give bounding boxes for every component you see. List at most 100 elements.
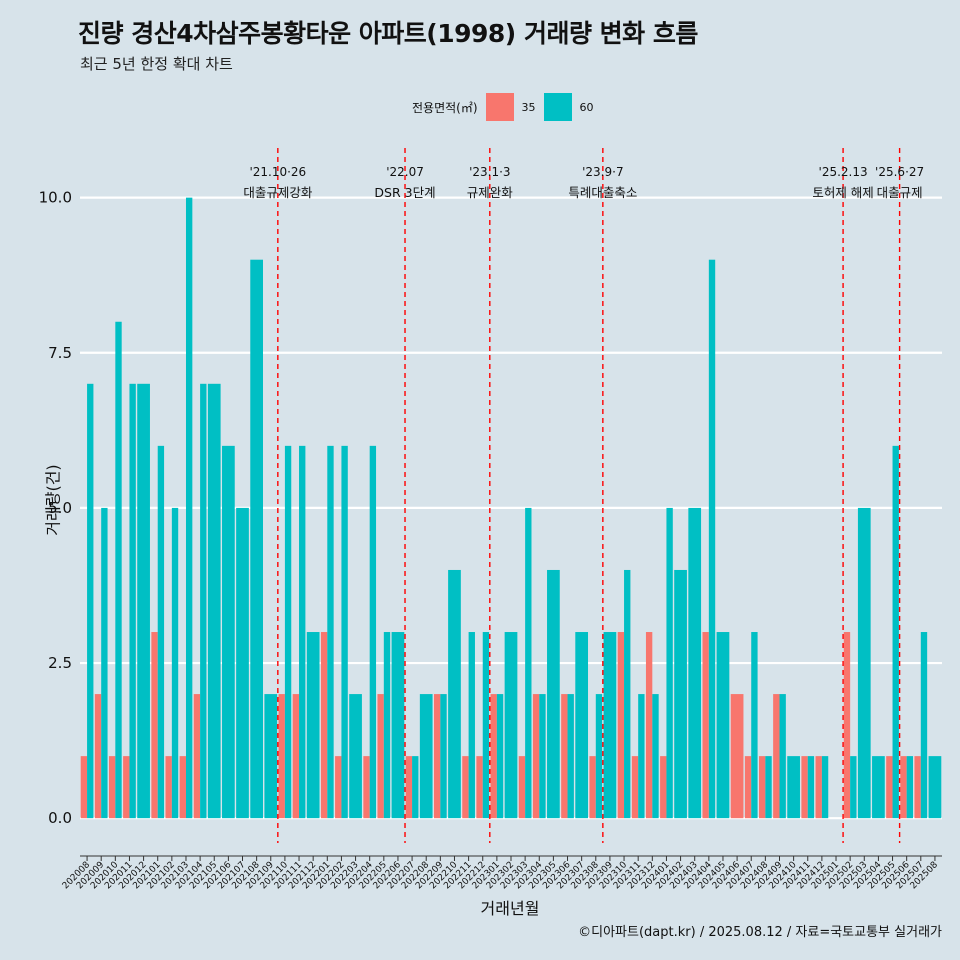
chart-title: 진량 경산4차삼주봉황타운 아파트(1998) 거래량 변화 흐름 [78,19,698,48]
bar-60-202505 [892,445,899,819]
bar-60-202404 [708,259,716,819]
bar-60-202103 [185,197,193,819]
event-label: DSR 3단계 [374,185,435,200]
event-label: 규제완화 [467,185,514,200]
bar-60-202403 [688,507,702,819]
bar-60-202208 [419,694,433,819]
bar-35-202207 [405,756,413,819]
bar-35-202111 [292,694,300,819]
bar-35-202209 [433,694,441,819]
event-label: 특례대출축소 [568,185,637,200]
bar-35-202306 [561,694,568,819]
bar-60-202307 [575,632,589,819]
bar-60-202104 [200,383,207,819]
bar-35-202406 [730,694,744,819]
event-date: '25.6·27 [875,165,924,179]
bar-35-202304 [532,694,540,819]
bar-35-202507 [914,756,921,819]
bar-60-202310 [624,569,631,819]
bar-60-202110 [284,445,292,819]
bar-60-202009 [101,507,108,819]
bar-35-202411 [801,756,808,819]
bar-35-202009 [94,694,102,819]
bar-60-202106 [222,445,235,819]
bar-60-202212 [482,632,490,819]
bar-60-202305 [547,569,560,819]
bar-35-202310 [617,632,625,819]
bar-60-202302 [504,632,518,819]
event-date: '21.10·26 [249,165,306,179]
bar-35-202407 [744,756,752,819]
bar-35-202202 [335,756,342,819]
bar-60-202312 [652,694,659,819]
y-tick-label: 7.5 [48,344,72,362]
event-date: '22.07 [386,165,424,179]
bar-60-202410 [787,756,800,819]
bar-60-202303 [525,507,532,819]
bar-60-202408 [765,756,772,819]
bar-35-202404 [702,632,709,819]
bar-35-202409 [773,694,780,819]
bar-35-202104 [193,694,201,819]
event-date: '23.1·3 [469,165,510,179]
legend-label-60: 60 [579,100,594,114]
bar-60-202109 [264,694,278,819]
bar-60-202407 [751,632,758,819]
bar-60-202401 [666,507,673,819]
bar-60-202502 [850,756,857,819]
bar-35-202008 [80,756,88,819]
bar-60-202209 [440,694,447,819]
bar-60-202101 [157,445,165,819]
bar-35-202010 [108,756,116,819]
y-axis-label: 거래량(건) [43,464,63,536]
event-date: '25.2.13 [819,165,868,179]
legend-swatch-60 [543,93,572,121]
bar-35-202412 [815,756,822,819]
bar-60-202210 [448,569,461,819]
x-axis-label: 거래년월 [480,899,540,918]
bar-60-202105 [207,383,221,819]
bar-60-202207 [412,756,419,819]
bar-60-202108 [250,259,263,819]
bar-60-202111 [299,445,306,819]
bar-60-202503 [857,507,871,819]
y-tick-label: 2.5 [48,654,72,672]
bar-60-202112 [306,632,320,819]
event-label: 토허제 해제 [812,185,873,200]
bar-60-202107 [236,507,249,819]
event-label: 대출규제강화 [243,185,313,200]
bar-35-202211 [462,756,469,819]
bar-60-202506 [906,756,914,819]
bar-60-202304 [539,694,546,819]
bar-60-202411 [807,756,815,819]
event-date: '23.9·7 [582,165,623,179]
bar-35-202408 [759,756,766,819]
bar-35-202301 [490,694,497,819]
bar-35-202212 [476,756,483,819]
bar-35-202311 [631,756,639,819]
bar-60-202309 [603,632,617,819]
bar-35-202506 [900,756,907,819]
legend-swatch-35 [485,93,514,121]
bar-60-202204 [369,445,377,819]
bar-60-202301 [496,694,504,819]
bar-35-202110 [278,694,285,819]
bar-60-202409 [779,694,786,819]
bar-60-202311 [638,694,645,819]
bar-60-202308 [595,694,603,819]
bar-60-202201 [327,445,334,819]
bar-35-202303 [518,756,526,819]
bar-35-202401 [660,756,667,819]
bar-60-202008 [87,383,94,819]
event-label: 대출규제 [877,185,923,200]
bar-35-202103 [179,756,186,819]
bar-60-202102 [171,507,179,819]
bar-35-202201 [320,632,328,819]
chart-subtitle: 최근 5년 한정 확대 차트 [80,55,233,73]
bar-60-202011 [129,383,136,819]
y-tick-label: 10.0 [39,189,72,207]
bar-35-202308 [589,756,596,819]
bar-60-202202 [341,445,348,819]
bar-35-202101 [151,632,158,819]
